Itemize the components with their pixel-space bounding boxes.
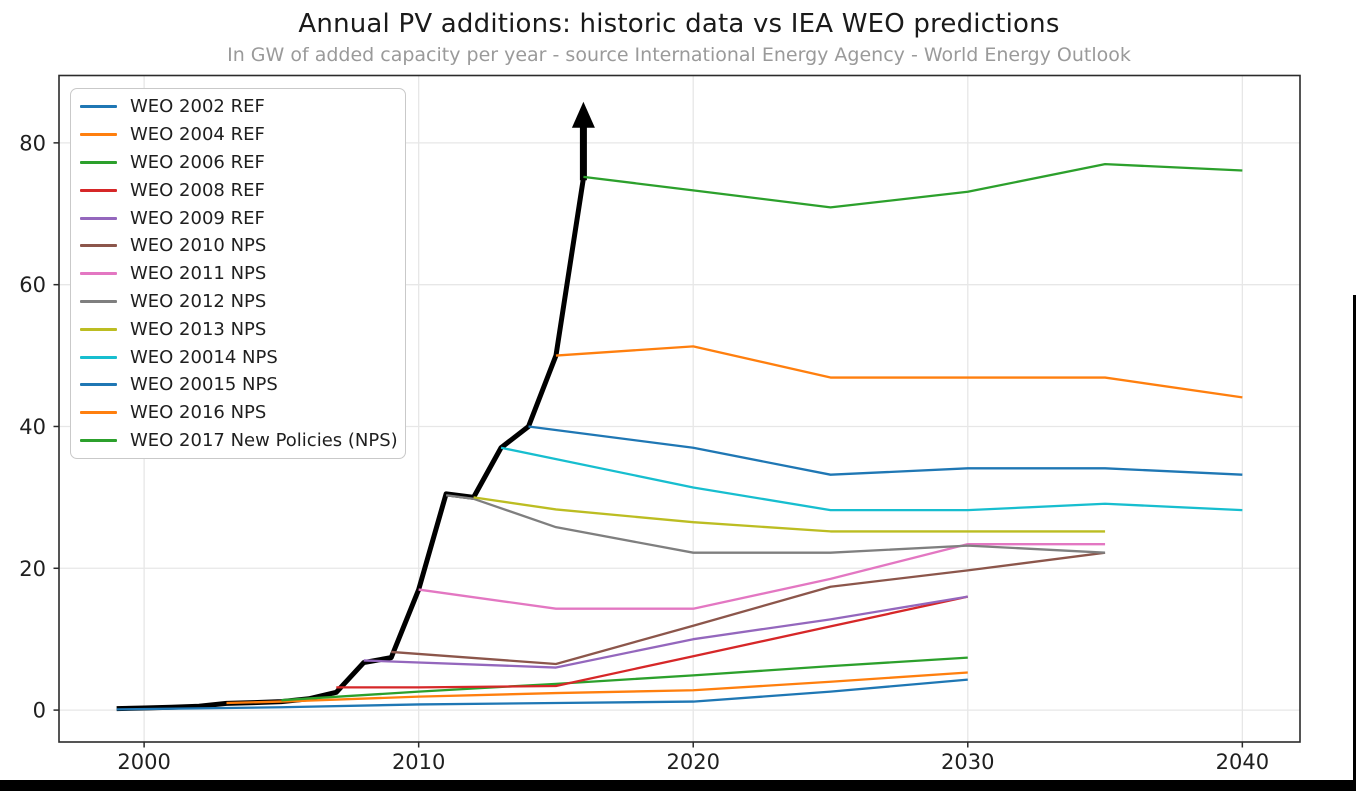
plot-frame [58, 74, 1301, 743]
series-line-weo-2013-nps [473, 496, 1106, 533]
arrow-head-icon [571, 101, 595, 128]
legend-item: WEO 2010 NPS [71, 232, 405, 260]
y-tick-label: 40 [19, 415, 46, 439]
legend-line-swatch [80, 383, 117, 387]
legend-label: WEO 2013 NPS [130, 318, 267, 340]
series-line-weo-2016-nps [555, 345, 1243, 399]
legend-line-swatch [80, 216, 117, 220]
legend-label: WEO 2004 REF [130, 124, 265, 146]
series-line-weo-2012-nps [445, 494, 1106, 554]
legend-label: WEO 2009 REF [130, 207, 265, 229]
legend-item: WEO 20014 NPS [71, 343, 405, 371]
legend-label: WEO 20015 NPS [130, 374, 278, 396]
legend-line-swatch [80, 272, 117, 276]
x-tick-label: 2030 [941, 750, 994, 774]
legend-item: WEO 2012 NPS [71, 288, 405, 316]
legend-item: WEO 2004 REF [71, 121, 405, 149]
legend-item: WEO 2008 REF [71, 176, 405, 204]
legend-line-swatch [80, 355, 117, 359]
legend-label: WEO 2006 REF [130, 151, 265, 173]
legend-label: WEO 2011 NPS [130, 263, 267, 285]
series-line-weo-2009-ref [363, 595, 968, 669]
legend-label: WEO 2012 NPS [130, 290, 267, 312]
legend-label: WEO 2017 New Policies (NPS) [130, 429, 398, 451]
legend-item: WEO 2002 REF [71, 93, 405, 121]
y-tick-label: 20 [19, 557, 46, 581]
legend-item: WEO 2011 NPS [71, 260, 405, 288]
legend-line-swatch [80, 411, 117, 415]
bottom-border-bar [0, 780, 1356, 791]
series-line-weo-2008-ref [336, 595, 969, 689]
legend-item: WEO 20015 NPS [71, 371, 405, 399]
legend-line-swatch [80, 327, 117, 331]
right-border-bar [1353, 295, 1356, 791]
y-tick-label: 80 [19, 131, 46, 155]
legend-box: WEO 2002 REF WEO 2004 REF WEO 2006 REF WEO … [70, 88, 406, 460]
x-tick-label: 2010 [392, 750, 445, 774]
legend-line-swatch [80, 299, 117, 303]
legend-item: WEO 2017 New Policies (NPS) [71, 427, 405, 455]
series-line-weo-2010-nps [391, 551, 1106, 666]
historic-line [116, 177, 586, 712]
series-line-weo-2006-ref [281, 656, 968, 702]
legend-label: WEO 2010 NPS [130, 235, 267, 257]
y-tick-label: 0 [33, 699, 46, 723]
legend-label: WEO 20014 NPS [130, 346, 278, 368]
legend-line-swatch [80, 244, 117, 248]
legend-line-swatch [80, 133, 117, 137]
series-line-weo-2002-ref [116, 678, 968, 711]
series-line-weo-2011-nps [418, 543, 1106, 610]
x-tick-label: 2020 [667, 750, 720, 774]
legend-label: WEO 2016 NPS [130, 402, 267, 424]
series-line-weo-20014-nps [500, 446, 1243, 512]
legend-line-swatch [80, 105, 117, 109]
chart-title: Annual PV additions: historic data vs IE… [298, 9, 1060, 39]
series-line-weo-2017-new-policies-nps- [583, 162, 1243, 209]
y-tick-label: 60 [19, 273, 46, 297]
legend-label: WEO 2008 REF [130, 179, 265, 201]
series-line-weo-20015-nps [528, 425, 1243, 476]
chart-subtitle: In GW of added capacity per year - sourc… [227, 44, 1131, 66]
x-tick-label: 2000 [117, 750, 170, 774]
legend-item: WEO 2013 NPS [71, 315, 405, 343]
legend-item: WEO 2009 REF [71, 204, 405, 232]
legend-item: WEO 2006 REF [71, 149, 405, 177]
legend-item: WEO 2016 NPS [71, 399, 405, 427]
legend-label: WEO 2002 REF [130, 96, 265, 118]
series-line-weo-2004-ref [226, 671, 968, 705]
x-tick-label: 2040 [1216, 750, 1269, 774]
legend-line-swatch [80, 438, 117, 442]
legend-line-swatch [80, 160, 117, 164]
legend-line-swatch [80, 188, 117, 192]
